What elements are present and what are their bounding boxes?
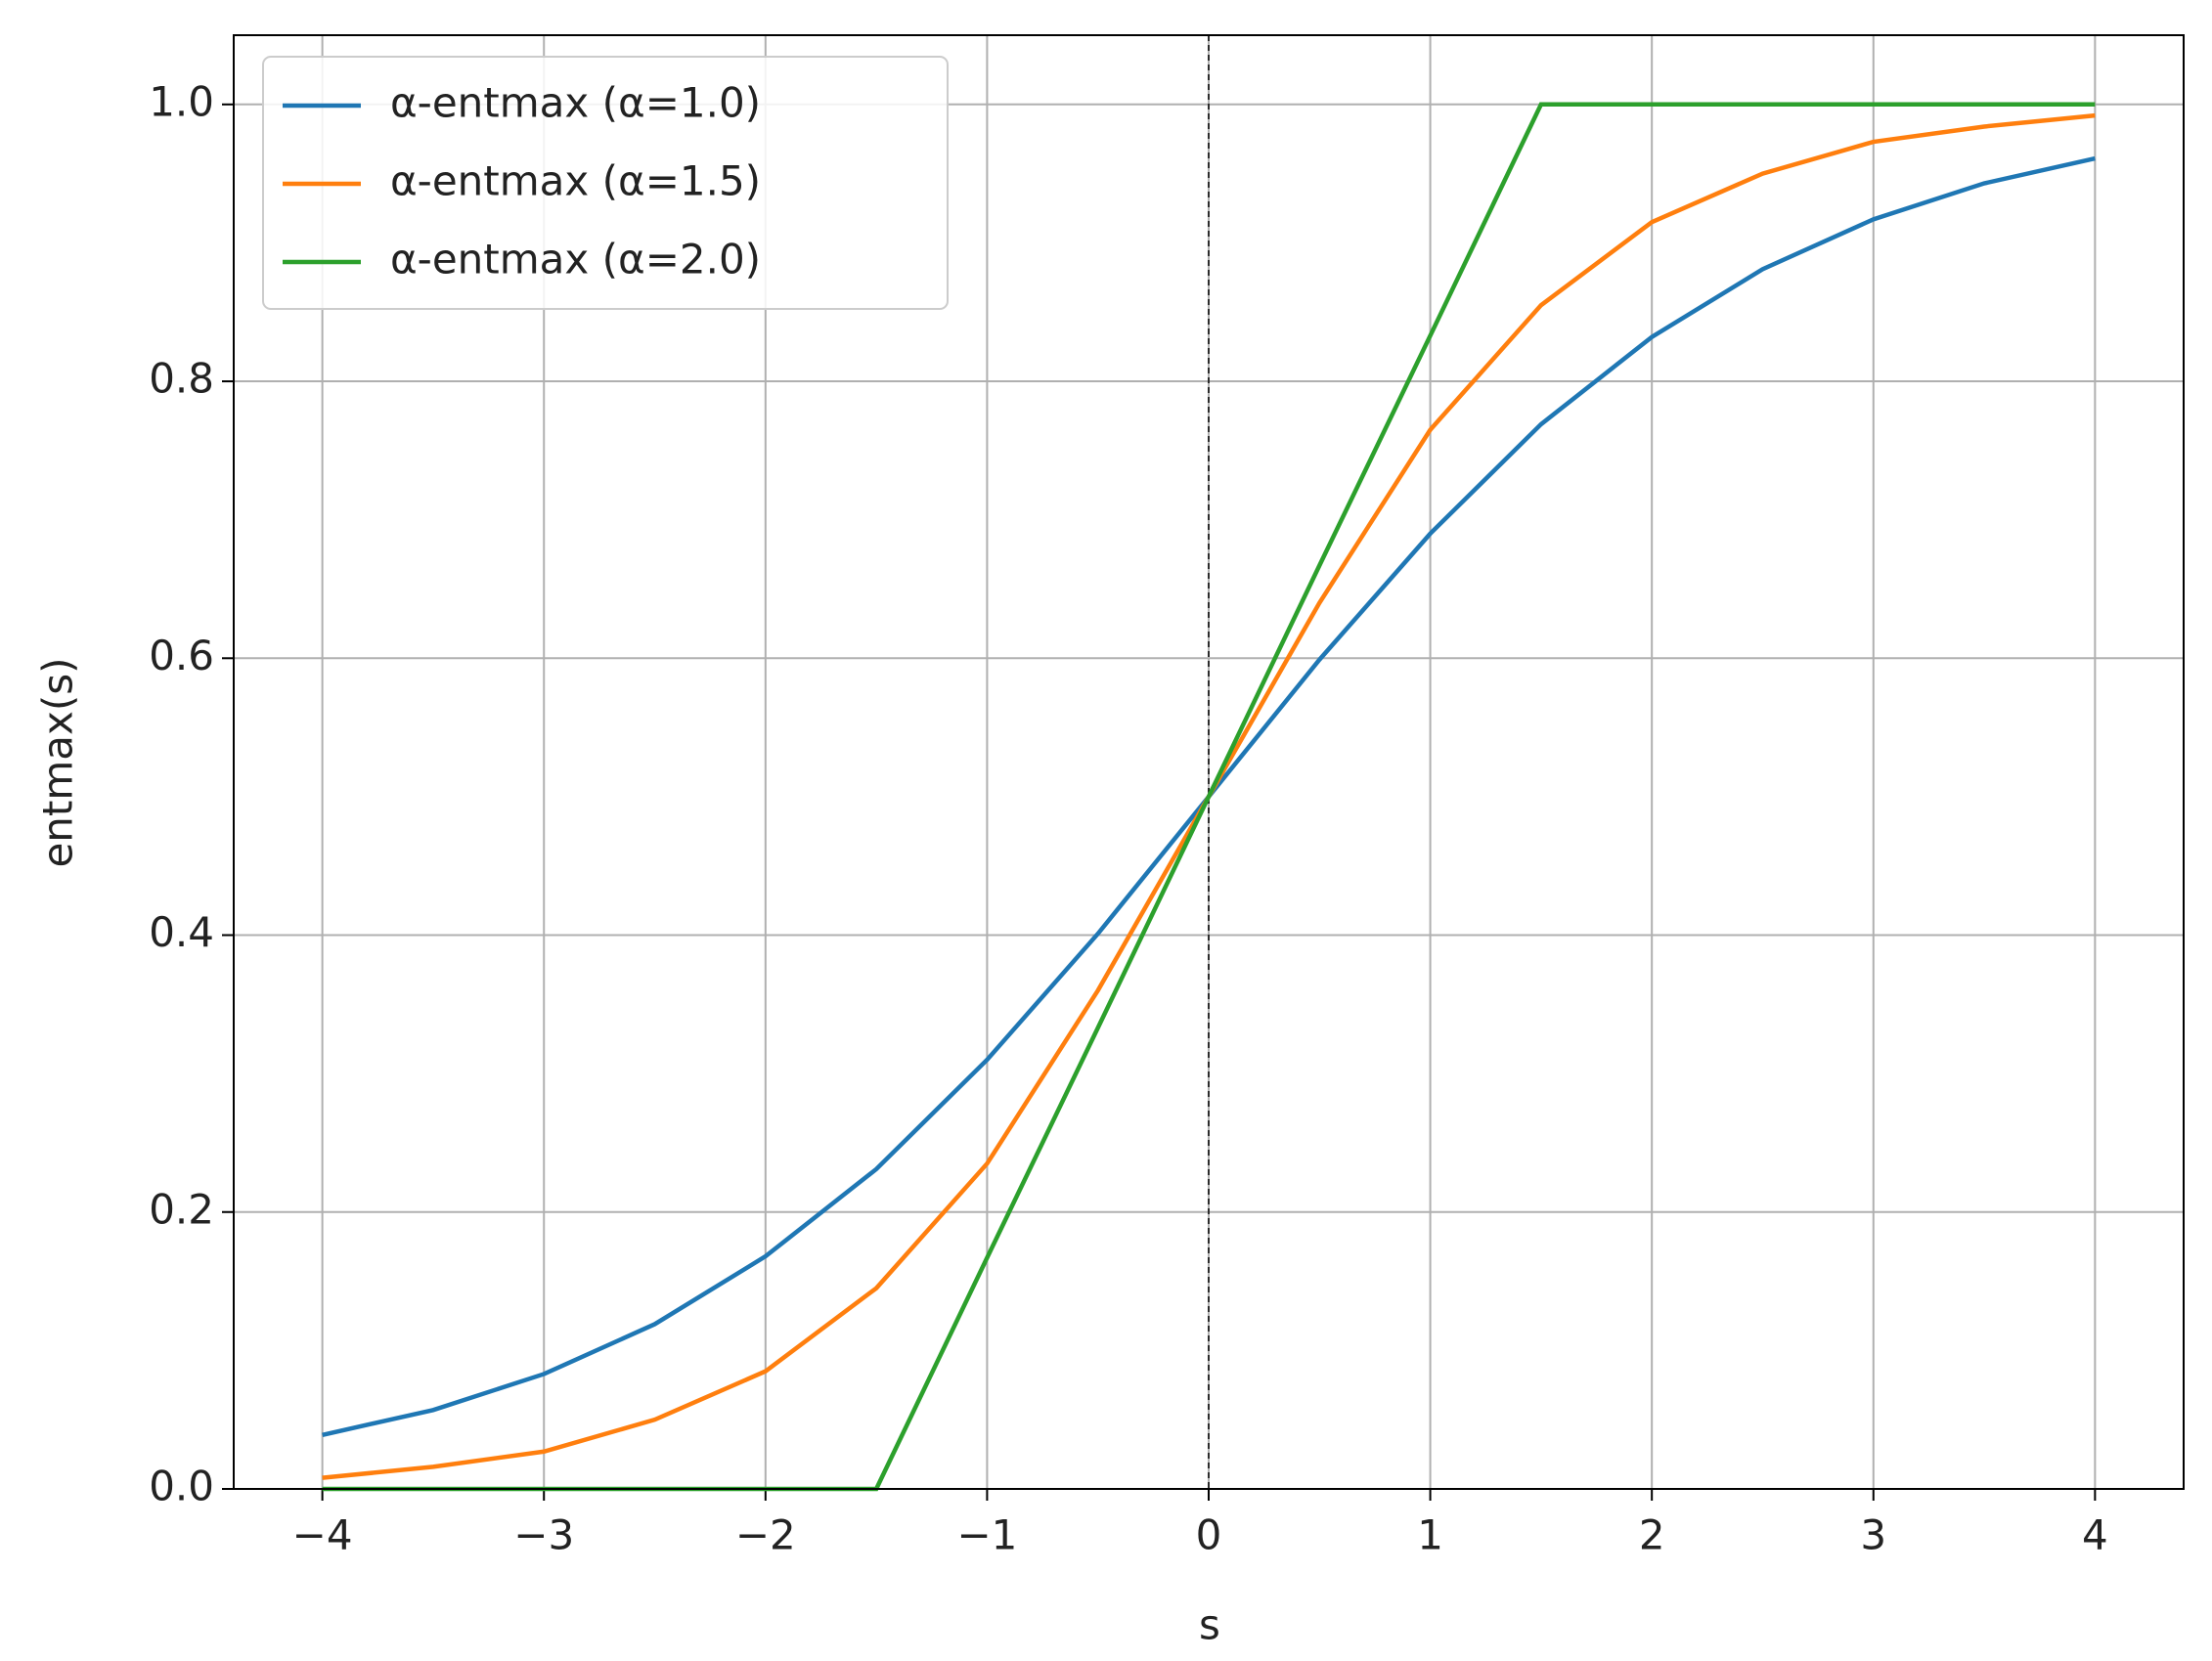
x-tick-label: 1 [1417, 1511, 1443, 1559]
x-tick-label: −3 [513, 1511, 574, 1559]
y-tick-label: 1.0 [149, 77, 214, 125]
legend: α-entmax (α=1.0) α-entmax (α=1.5) α-entmax… [262, 56, 949, 310]
x-axis-label: s [1199, 1601, 1220, 1649]
x-tick-label: 4 [2082, 1511, 2108, 1559]
y-tick-label: 0.6 [149, 632, 214, 679]
y-axis-label: entmax(s) [34, 657, 82, 867]
plot-frame [233, 34, 2185, 1490]
x-tick-label: 2 [1639, 1511, 1665, 1559]
y-tick-label: 0.2 [149, 1185, 214, 1233]
x-tick-label: 3 [1860, 1511, 1886, 1559]
y-tick-label: 0.8 [149, 355, 214, 403]
x-tick-label: −1 [956, 1511, 1017, 1559]
x-tick-label: −2 [735, 1511, 796, 1559]
x-tick-label: 0 [1196, 1511, 1222, 1559]
y-tick-label: 0.4 [149, 908, 214, 956]
x-tick-label: −4 [292, 1511, 353, 1559]
legend-label: α-entmax (α=1.0) [390, 79, 761, 127]
legend-label: α-entmax (α=2.0) [390, 236, 761, 284]
legend-box [262, 56, 949, 310]
y-tick-label: 0.0 [149, 1463, 214, 1510]
legend-label: α-entmax (α=1.5) [390, 157, 761, 205]
